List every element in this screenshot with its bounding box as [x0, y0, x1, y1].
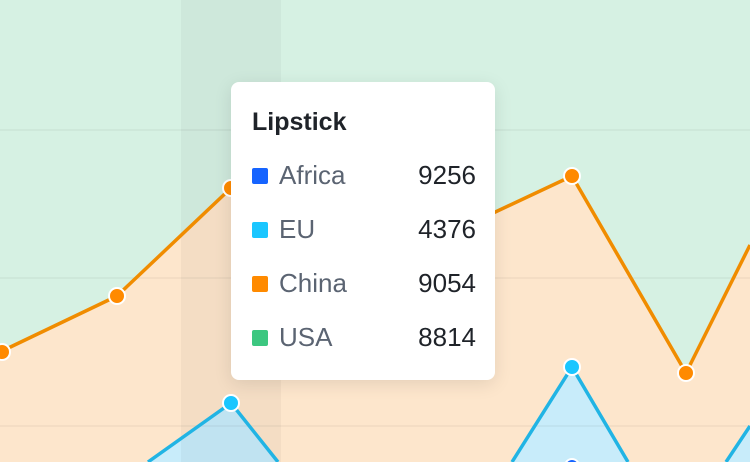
- series-points-eu: [222, 358, 581, 412]
- chart-tooltip: Lipstick Africa 9256 EU 4376 China 9054 …: [231, 82, 495, 380]
- tooltip-series-name: China: [279, 268, 347, 298]
- tooltip-title: Lipstick: [252, 108, 347, 136]
- point-china[interactable]: [0, 343, 11, 361]
- tooltip-series-value: 4376: [418, 214, 476, 244]
- legend-swatch-africa: [252, 168, 268, 184]
- tooltip-row-usa: USA 8814: [252, 322, 476, 356]
- point-china[interactable]: [108, 287, 126, 305]
- legend-swatch-china: [252, 276, 268, 292]
- point-africa[interactable]: [565, 458, 579, 462]
- tooltip-series-value: 9054: [418, 268, 476, 298]
- legend-swatch-usa: [252, 330, 268, 346]
- tooltip-row-eu: EU 4376: [252, 214, 476, 248]
- series-points-china: [0, 167, 695, 382]
- tooltip-series-name: EU: [279, 214, 316, 244]
- tooltip-series-value: 8814: [418, 322, 476, 352]
- point-eu[interactable]: [222, 394, 240, 412]
- tooltip-series-value: 9256: [418, 160, 476, 190]
- point-china[interactable]: [677, 364, 695, 382]
- point-china[interactable]: [563, 167, 581, 185]
- tooltip-series-name: Africa: [279, 160, 346, 190]
- tooltip-row-china: China 9054: [252, 268, 476, 302]
- tooltip-series-name: USA: [279, 322, 333, 352]
- point-eu[interactable]: [563, 358, 581, 376]
- tooltip-row-africa: Africa 9256: [252, 160, 476, 194]
- series-area-eu: [148, 367, 750, 462]
- legend-swatch-eu: [252, 222, 268, 238]
